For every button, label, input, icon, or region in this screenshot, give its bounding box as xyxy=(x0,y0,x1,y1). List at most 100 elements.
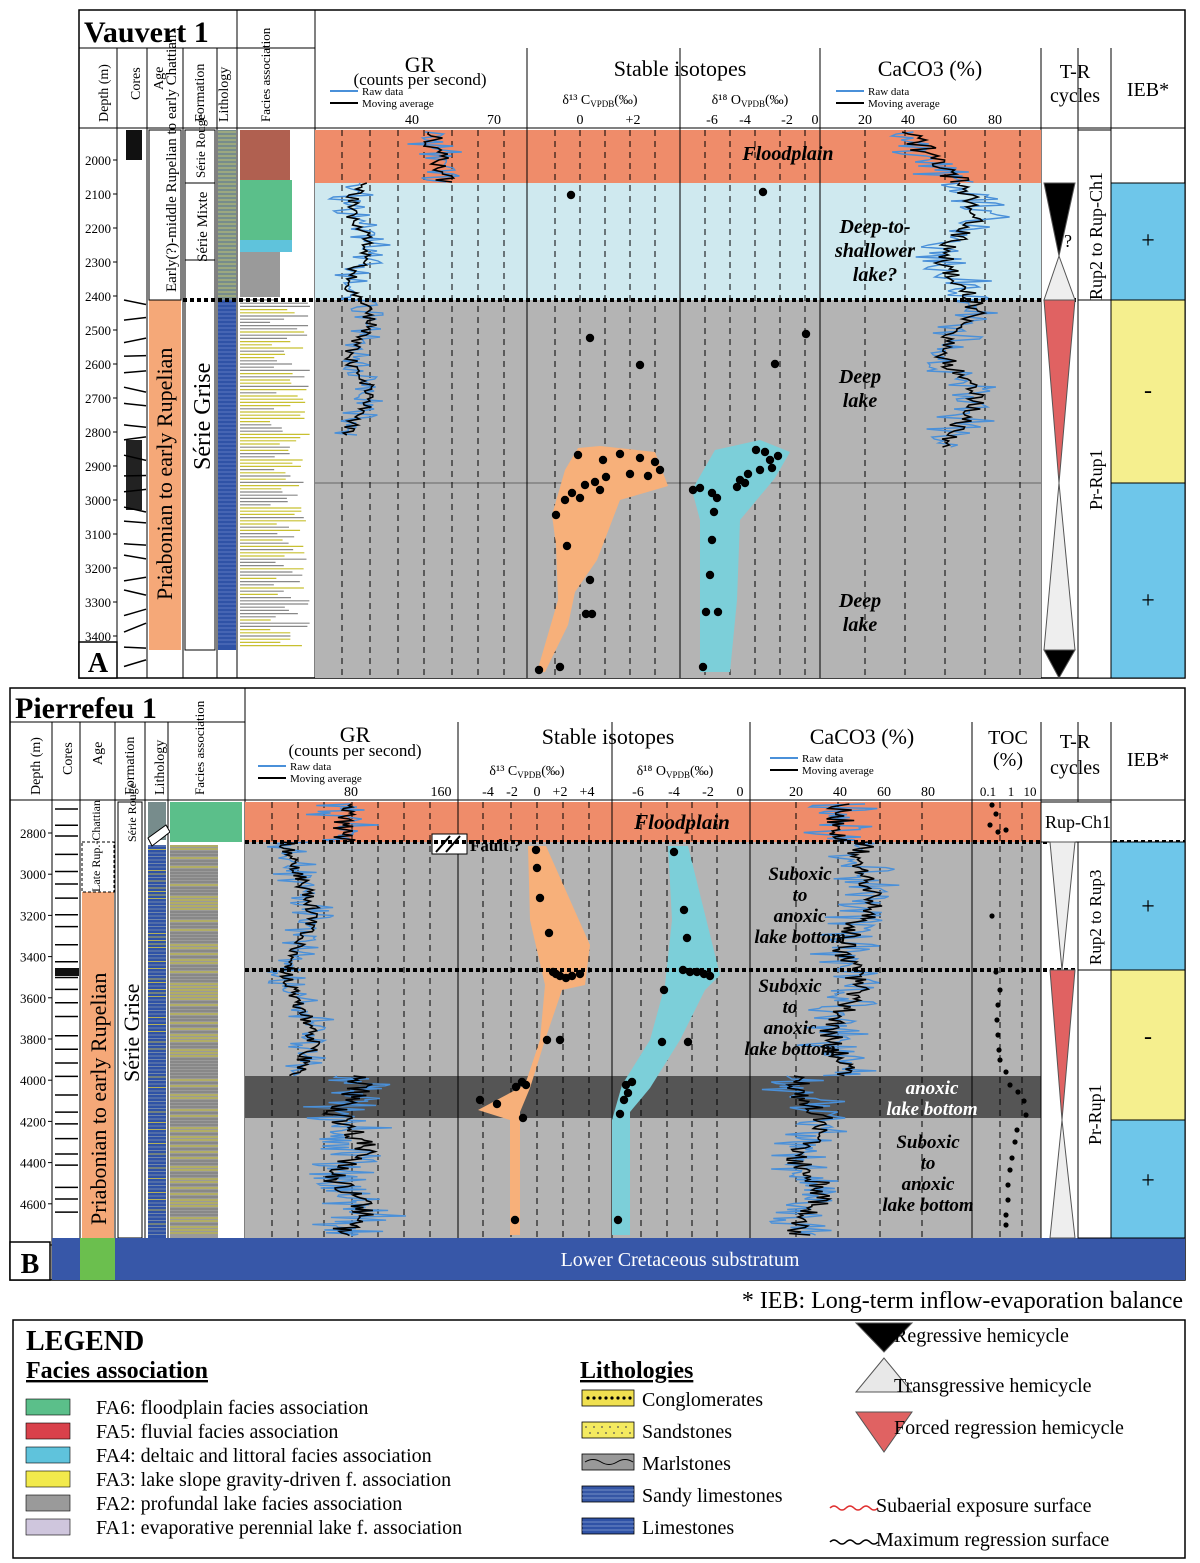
a-caco3-avg-legend-label: Moving average xyxy=(868,98,940,110)
zone-label-deep-to-shallower: Deep-to- xyxy=(838,216,910,238)
transgressive-hemicycle xyxy=(1043,482,1076,651)
b-cores-header: Cores xyxy=(61,742,76,775)
gr-tick-label: 160 xyxy=(431,785,452,800)
age-text: Priabonian to early Rupelian xyxy=(86,973,111,1225)
o18-data-point xyxy=(682,933,692,943)
marlstone-wave xyxy=(584,1459,634,1465)
substratum xyxy=(52,1238,1185,1280)
core-mark xyxy=(123,608,147,617)
toc-data-point xyxy=(1003,1069,1009,1075)
gr-tick-label: 80 xyxy=(344,785,358,800)
facies-profundal xyxy=(240,252,280,297)
toc-data-point xyxy=(1003,1222,1009,1228)
o18-data-point xyxy=(705,570,715,580)
facies-floodplain xyxy=(240,180,292,240)
o18-tick-label: -2 xyxy=(702,785,714,800)
sandstone-dot xyxy=(629,1432,631,1434)
zone-label-floodplain: Floodplain xyxy=(633,810,730,834)
symbol-label: Maximum regression surface xyxy=(876,1529,1109,1551)
toc-data-point xyxy=(1015,1089,1021,1095)
c13-data-point xyxy=(601,472,611,482)
sandstone-dot xyxy=(585,1426,587,1428)
a-cores-header: Cores xyxy=(129,67,144,100)
o18-data-point xyxy=(683,1037,693,1047)
regressive-hemicycle xyxy=(1043,649,1076,680)
toc-data-point xyxy=(1003,827,1009,833)
legend: LEGEND Facies association FA6: floodplai… xyxy=(12,1319,1186,1559)
c13-data-point xyxy=(544,928,554,938)
o18-data-point xyxy=(709,507,719,517)
a-tr2: cycles xyxy=(1050,85,1100,107)
c13-data-point xyxy=(567,488,577,498)
forced-regression-symbol xyxy=(855,1411,913,1453)
b-caco3-upper-average-trace xyxy=(825,803,855,843)
core-mark xyxy=(123,402,147,407)
b-gr-upper-average-trace xyxy=(333,803,358,843)
o18-data-point xyxy=(740,478,750,488)
b-lithology-header: Lithology xyxy=(153,740,168,795)
tr-question: ? xyxy=(1064,231,1072,251)
toc-tick-label: 1 xyxy=(1008,784,1015,799)
c13-data-point xyxy=(635,453,645,463)
toc-data-point xyxy=(1012,1139,1018,1145)
a-ieb: IEB* xyxy=(1127,79,1169,101)
regressive-hemicycle xyxy=(1043,182,1076,257)
a-facies-header: Facies association xyxy=(258,27,273,122)
age-bar-upper xyxy=(148,129,182,301)
caco3-tick-label: 20 xyxy=(858,113,872,128)
sandstone-dot xyxy=(609,1426,611,1428)
c13-data-point xyxy=(643,471,653,481)
core-mark xyxy=(123,646,147,649)
ieb-sign: + xyxy=(1141,1168,1155,1194)
facies-deltaic xyxy=(240,240,292,252)
caco3-tick-label: 80 xyxy=(921,785,935,800)
c13-data-point xyxy=(475,1095,485,1105)
fault-label: Fault ? xyxy=(470,836,521,855)
lithology-limestone xyxy=(218,300,236,650)
age-bar-upper xyxy=(81,841,115,893)
depth-tick-label: 2200 xyxy=(85,221,111,236)
facies-label: FA6: floodplain facies association xyxy=(96,1397,368,1419)
c13-data-point xyxy=(562,541,572,551)
a-caco3-upper-average-trace xyxy=(901,131,970,183)
c13-data-point xyxy=(534,665,544,675)
o18-data-point xyxy=(713,607,723,617)
depth-tick-label: 2700 xyxy=(85,391,111,406)
panel-b-title: Pierrefeu 1 xyxy=(15,692,157,725)
zone-label-suboxic: anoxic xyxy=(764,1018,817,1039)
ieb-positive xyxy=(1110,182,1186,301)
zone-label-suboxic: lake bottom xyxy=(754,927,845,948)
formation-column xyxy=(117,801,143,1239)
c13-data-point xyxy=(590,477,600,487)
b-gr-sub: (counts per second) xyxy=(288,741,421,760)
depth-tick-label: 2800 xyxy=(20,826,46,841)
depth-tick-label: 3600 xyxy=(20,991,46,1006)
depth-tick-label: 3000 xyxy=(20,867,46,882)
symbol-label: Forced regression hemicycle xyxy=(894,1417,1124,1439)
zone-label-suboxic: Suboxic xyxy=(768,864,832,885)
zone-label-deep-lake: Deep xyxy=(838,366,881,388)
c13-tick-label: -4 xyxy=(482,785,494,800)
deep-lake-zone xyxy=(245,842,1041,1238)
zone-label-suboxic: to xyxy=(783,997,798,1018)
a-gr-avg-legend-label: Moving average xyxy=(362,98,434,110)
c13-data-point xyxy=(635,360,645,370)
tr-label-rup2-rup3: Rup2 to Rup3 xyxy=(1086,870,1105,965)
a-gr-raw-trace xyxy=(326,182,391,436)
a-gr-average-trace xyxy=(341,182,377,436)
facies-swatch xyxy=(25,1470,71,1488)
core-mark xyxy=(123,543,147,546)
sandstone-dot xyxy=(617,1426,619,1428)
caco3-tick-label: 80 xyxy=(988,113,1002,128)
a-gr-raw-legend-label: Raw data xyxy=(362,86,403,98)
conglomerate-dot xyxy=(598,1396,602,1400)
depth-tick-label: 2400 xyxy=(85,289,111,304)
a-tr1: T-R xyxy=(1060,61,1091,83)
a-age-header: Age xyxy=(152,67,167,90)
c13-data-point xyxy=(510,1215,520,1225)
gr-tick-label: 70 xyxy=(487,113,501,128)
c13-data-point xyxy=(535,893,545,903)
ieb-negative xyxy=(1110,299,1186,484)
a-d18o-label: δ¹⁸ OVPDB(‰) xyxy=(712,93,789,109)
toc-data-point xyxy=(995,1002,1001,1008)
